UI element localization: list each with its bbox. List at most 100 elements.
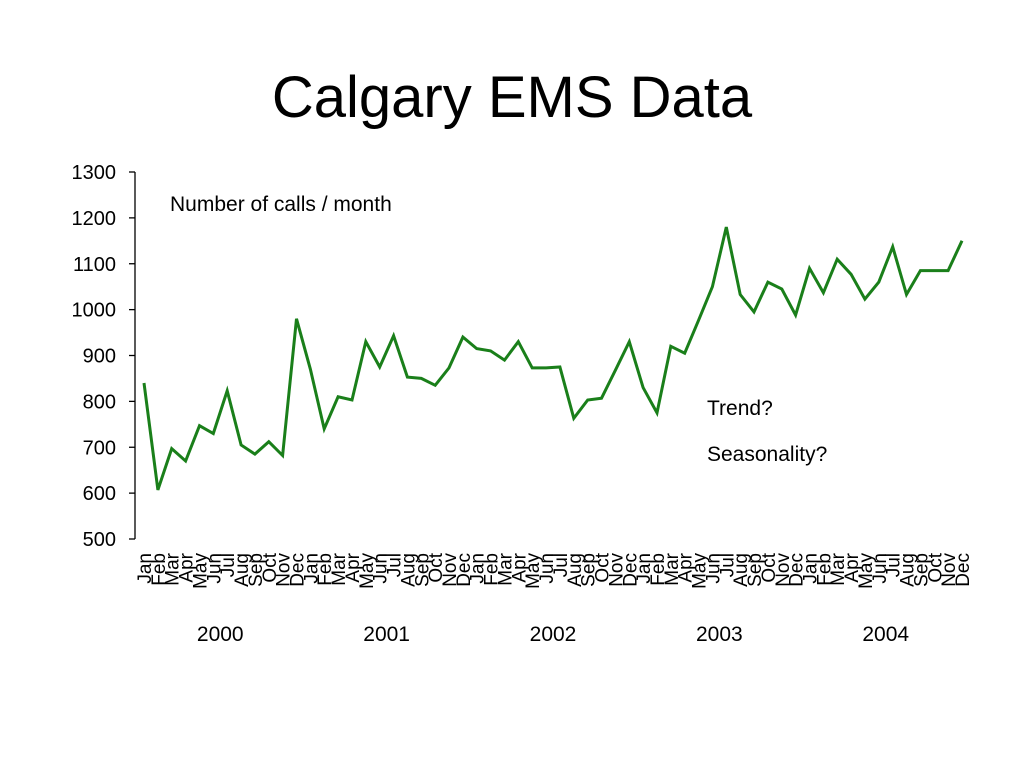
x-tick-label: Nov	[440, 553, 461, 587]
data-point	[212, 432, 215, 435]
data-point	[434, 384, 437, 387]
data-point	[863, 298, 866, 301]
data-point	[836, 258, 839, 261]
data-point	[586, 398, 589, 401]
x-tick-label: Jun	[870, 553, 891, 584]
x-tick-label: Apr	[842, 552, 863, 582]
data-point	[655, 411, 658, 414]
x-tick-label: Apr	[177, 552, 198, 582]
data-point	[808, 267, 811, 270]
x-tick-label: Apr	[343, 552, 364, 582]
x-tick-label: Nov	[606, 553, 627, 587]
data-point	[753, 310, 756, 313]
data-point	[503, 359, 506, 362]
year-label: 2000	[197, 623, 244, 646]
data-point	[961, 239, 964, 242]
x-tick-label: Jul	[385, 553, 406, 577]
data-point	[628, 340, 631, 343]
data-point	[240, 443, 243, 446]
data-point	[392, 334, 395, 337]
data-point	[267, 440, 270, 443]
data-point	[420, 377, 423, 380]
year-label: 2002	[530, 623, 577, 646]
x-tick-label: Sep	[745, 553, 766, 587]
data-point	[184, 460, 187, 463]
series-line-calls	[142, 226, 964, 491]
year-label: 2001	[363, 623, 410, 646]
data-point	[323, 427, 326, 430]
x-tick-label: Feb	[315, 553, 336, 586]
data-point	[364, 340, 367, 343]
x-tick-label: Nov	[939, 553, 960, 587]
annotation-calls-per-month: Number of calls / month	[170, 193, 392, 216]
data-point	[780, 287, 783, 290]
data-point	[350, 398, 353, 401]
data-point	[766, 281, 769, 284]
x-tick-label: May	[523, 553, 544, 589]
x-tick-label: Jun	[371, 553, 392, 584]
x-tick-label: Oct	[759, 552, 780, 582]
x-tick-label: Aug	[565, 553, 586, 587]
data-point	[253, 453, 256, 456]
data-point	[642, 386, 645, 389]
x-tick-label: Jul	[551, 553, 572, 577]
x-tick-label: Feb	[648, 553, 669, 586]
x-tick-label: Nov	[274, 553, 295, 587]
data-point	[711, 285, 714, 288]
data-point	[572, 417, 575, 420]
x-tick-label: Dec	[620, 553, 641, 587]
year-label: 2004	[862, 623, 909, 646]
year-label: 2003	[696, 623, 743, 646]
x-tick-label: Jun	[703, 553, 724, 584]
data-point	[156, 488, 159, 491]
y-tick-label: 900	[83, 346, 116, 368]
y-tick-label: 700	[83, 437, 116, 459]
y-tick-label: 500	[83, 529, 116, 551]
data-point	[891, 245, 894, 248]
data-point	[281, 454, 284, 457]
x-tick-label: Aug	[898, 553, 919, 587]
data-point	[170, 447, 173, 450]
x-tick-label: May	[190, 553, 211, 589]
y-tick-label: 800	[83, 391, 116, 413]
x-tick-label: Sep	[911, 553, 932, 587]
x-tick-label: Aug	[731, 553, 752, 587]
y-axis: 500 600 700 800 900 1000 1100 1200 1300	[72, 162, 136, 551]
x-tick-label: Oct	[426, 552, 447, 582]
data-point	[600, 397, 603, 400]
x-tick-label: Aug	[398, 553, 419, 587]
x-tick-label: Mar	[329, 552, 350, 585]
x-axis: JanFebMarAprMayJunJulAugSepOctNovDecJanF…	[135, 552, 974, 646]
x-tick-label: Mar	[662, 552, 683, 585]
x-tick-label: Sep	[412, 553, 433, 587]
data-point	[683, 352, 686, 355]
data-point	[905, 293, 908, 296]
x-tick-label: Sep	[246, 553, 267, 587]
data-point	[877, 281, 880, 284]
slide-title: Calgary EMS Data	[271, 65, 753, 130]
x-tick-label: Jan	[135, 553, 156, 584]
data-point	[489, 349, 492, 352]
data-point	[295, 317, 298, 320]
x-tick-label: Oct	[925, 552, 946, 582]
data-point	[697, 319, 700, 322]
x-tick-label: Jun	[204, 553, 225, 584]
x-tick-label: Feb	[814, 553, 835, 586]
x-tick-label: Jan	[301, 553, 322, 584]
x-tick-label: Jan	[800, 553, 821, 584]
data-point	[448, 366, 451, 369]
data-point	[545, 366, 548, 369]
x-tick-label: Jul	[884, 553, 905, 577]
x-tick-label: Jul	[218, 553, 239, 577]
data-point	[475, 347, 478, 350]
x-tick-label: Jan	[468, 553, 489, 584]
x-tick-label: Mar	[163, 552, 184, 585]
data-point	[406, 376, 409, 379]
x-tick-label: Jun	[537, 553, 558, 584]
data-point	[143, 382, 146, 385]
data-point	[309, 368, 312, 371]
x-tick-label: Apr	[676, 552, 697, 582]
x-tick-label: Jan	[634, 553, 655, 584]
data-point	[669, 345, 672, 348]
